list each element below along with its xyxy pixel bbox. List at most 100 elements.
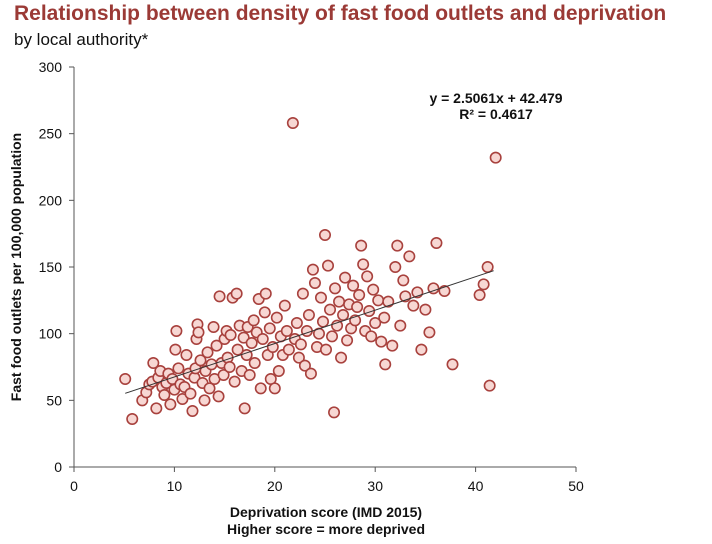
x-axis-title: Deprivation score (IMD 2015) [230, 504, 422, 520]
data-point [217, 368, 230, 381]
data-point [280, 324, 293, 337]
axis-ticks: 0 10 20 30 40 50 0 50 100 150 200 250 300 [39, 59, 584, 494]
data-point [238, 402, 251, 415]
data-point [224, 328, 237, 341]
data-point [282, 343, 295, 356]
data-point [302, 308, 315, 321]
data-point [308, 276, 321, 289]
data-point [126, 412, 139, 425]
data-point [259, 287, 272, 300]
data-point [268, 382, 281, 395]
y-tick-label: 200 [39, 192, 63, 208]
data-point [180, 348, 193, 361]
data-point [212, 390, 225, 403]
data-point [347, 279, 360, 292]
data-point [322, 259, 335, 272]
data-point [194, 354, 207, 367]
y-tick-label: 150 [39, 259, 63, 275]
data-point [300, 324, 313, 337]
y-axis-title: Fast food outlets per 100,000 population [8, 133, 24, 401]
data-point [270, 311, 283, 324]
data-point [304, 367, 317, 380]
data-point [231, 343, 244, 356]
data-point [326, 330, 339, 343]
x-tick-label: 50 [568, 478, 584, 494]
data-point [481, 260, 494, 273]
data-point [210, 339, 223, 352]
data-point [201, 346, 214, 359]
data-point [292, 351, 305, 364]
data-point [278, 299, 291, 312]
scatter-points [119, 117, 502, 425]
data-point [248, 356, 261, 369]
data-point [184, 387, 197, 400]
data-point [150, 402, 163, 415]
data-point [213, 290, 226, 303]
data-point [353, 288, 366, 301]
data-point [263, 322, 276, 335]
data-point [254, 382, 267, 395]
data-point [361, 270, 374, 283]
x-tick-label: 20 [267, 478, 283, 494]
x-axis-subtitle: Higher score = more deprived [227, 521, 425, 537]
data-point [147, 356, 160, 369]
data-point [290, 316, 303, 329]
data-point [379, 358, 392, 371]
data-point [328, 406, 341, 419]
data-point [407, 299, 420, 312]
data-point [382, 295, 395, 308]
data-point [357, 258, 370, 271]
data-point [355, 239, 368, 252]
data-point [198, 394, 211, 407]
data-point [318, 229, 331, 242]
r-squared-label: R² = 0.4617 [459, 106, 533, 122]
data-point [316, 315, 329, 328]
data-point [258, 306, 271, 319]
data-point [314, 291, 327, 304]
y-tick-label: 100 [39, 326, 63, 342]
data-point [296, 287, 309, 300]
trendline-equation: y = 2.5061x + 42.479 [429, 90, 562, 106]
data-point [427, 282, 440, 295]
data-point [423, 326, 436, 339]
data-point [365, 330, 378, 343]
data-point [176, 392, 189, 405]
x-tick-label: 30 [367, 478, 383, 494]
data-point [339, 271, 352, 284]
data-point [207, 320, 220, 333]
data-point [119, 372, 132, 385]
data-point [372, 294, 385, 307]
data-point [369, 316, 382, 329]
y-tick-label: 250 [39, 126, 63, 142]
data-point [386, 339, 399, 352]
data-point [333, 295, 346, 308]
data-point [419, 303, 432, 316]
data-point [256, 332, 269, 345]
data-point [272, 364, 285, 377]
data-point [341, 334, 354, 347]
data-point [247, 314, 260, 327]
data-point [403, 250, 416, 263]
data-point [394, 319, 407, 332]
data-point [223, 360, 236, 373]
trendline [125, 270, 494, 394]
data-point [266, 340, 279, 353]
data-point [172, 362, 185, 375]
data-point [306, 263, 319, 276]
data-point [245, 336, 258, 349]
data-point [446, 358, 459, 371]
data-point [335, 351, 348, 364]
data-point [391, 239, 404, 252]
data-point [237, 331, 250, 344]
data-point [228, 375, 241, 388]
y-tick-label: 300 [39, 59, 63, 75]
data-point [192, 326, 205, 339]
chart-subtitle: by local authority* [14, 30, 149, 49]
data-point [329, 282, 342, 295]
x-tick-label: 40 [468, 478, 484, 494]
data-point [489, 151, 502, 164]
data-point [243, 368, 256, 381]
data-point [389, 260, 402, 273]
data-point [158, 388, 171, 401]
